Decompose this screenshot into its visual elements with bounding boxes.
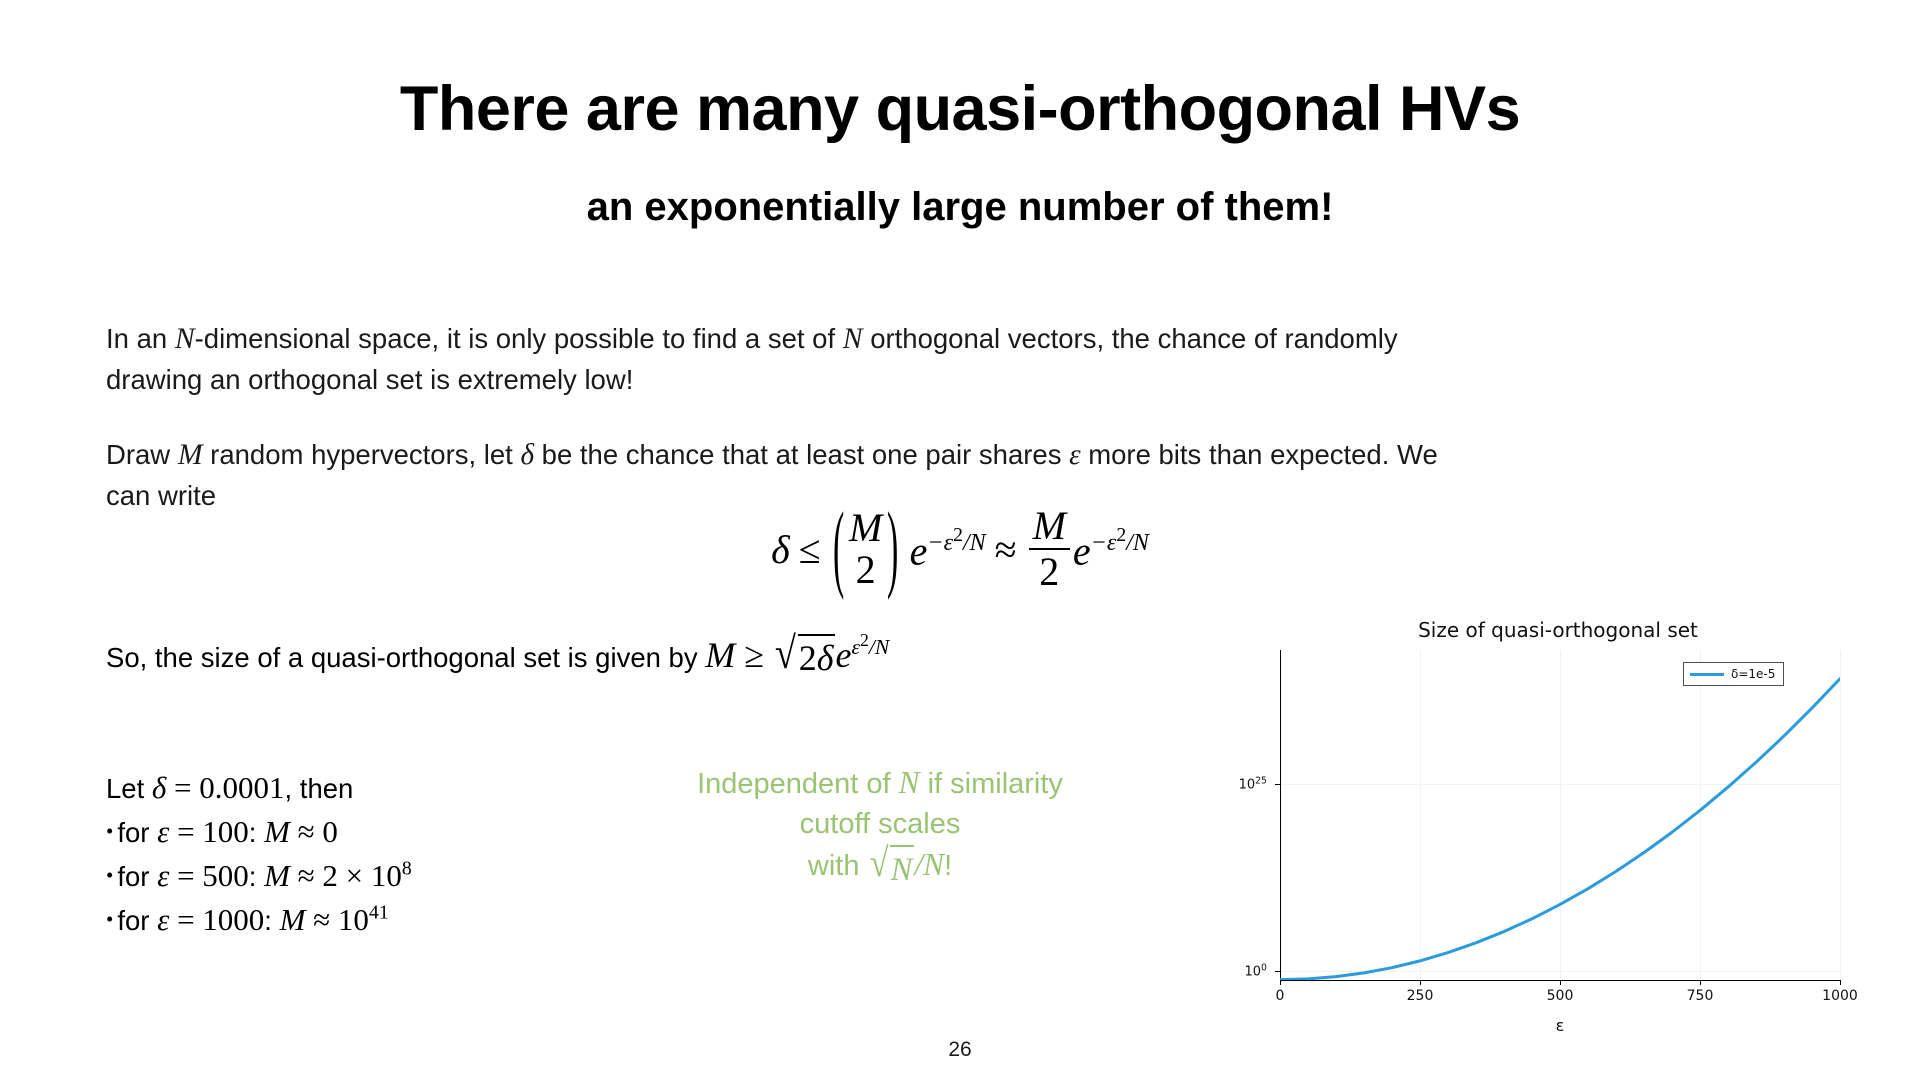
legend-color-swatch	[1690, 672, 1724, 676]
paragraph-2-part-d: more bits than expected. We can write	[106, 439, 1438, 512]
conclusion-line: So, the size of a quasi-orthogonal set i…	[106, 630, 889, 679]
green-annotation-line-3: with √ N/N!	[630, 840, 1130, 892]
equation-approx: ≈	[994, 526, 1017, 572]
radical-sign: √	[774, 628, 796, 679]
conclusion-e: e	[835, 635, 852, 676]
chart-x-tick-label: 1000	[1822, 988, 1858, 1004]
list-item: • for ε = 100: M ≈ 0	[106, 814, 338, 850]
equation-exponent-1: −ε2/N	[927, 523, 986, 556]
radical-sign: √	[869, 840, 889, 886]
paragraph-2-var-delta: δ	[520, 439, 535, 471]
chart-x-tick	[1280, 980, 1281, 985]
binomial-top: M	[849, 504, 883, 550]
let-value: 0.0001	[199, 770, 285, 805]
chart-x-tick	[1560, 980, 1561, 985]
chart-gridline-vertical	[1420, 650, 1421, 980]
chart-gridline-horizontal	[1280, 784, 1840, 786]
paragraph-2-var-epsilon: ε	[1069, 439, 1081, 471]
equation-fraction: M 2	[1028, 503, 1070, 594]
equation-paren-close: )	[887, 490, 899, 601]
fraction-numerator: M	[1032, 503, 1066, 548]
sqrt-expression: √ 2δ	[773, 628, 836, 679]
green-annotation-line-2: cutoff scales	[799, 807, 961, 840]
chart-x-tick	[1420, 980, 1421, 985]
paragraph-2: Draw M random hypervectors, let δ be the…	[106, 434, 1471, 515]
paragraph-2-part-a: Draw	[106, 439, 178, 470]
paragraph-1-part-b: -dimensional space, it is only possible …	[194, 323, 843, 354]
chart-y-axis	[1280, 650, 1281, 980]
chart-x-tick-label: 0	[1275, 988, 1285, 1004]
chart-y-tick	[1275, 784, 1280, 786]
green-annotation: Independent of N if similarity cutoff sc…	[630, 762, 1130, 892]
chart-x-tick-label: 250	[1406, 988, 1434, 1004]
chart-legend: δ=1e-5	[1683, 662, 1785, 686]
paragraph-1-var-n1: N	[174, 323, 195, 355]
equation-exp-base-1: e−ε2/N	[909, 523, 986, 574]
chart-x-tick	[1700, 980, 1701, 985]
chart-gridline-vertical	[1700, 650, 1701, 980]
list-item: • for ε = 1000: M ≈ 1041	[106, 901, 389, 938]
paragraph-1-var-n2: N	[842, 323, 863, 355]
green-sqrt: √ N	[868, 840, 915, 892]
equation-binomial: M 2	[849, 504, 883, 592]
chart-x-tick-label: 500	[1546, 988, 1574, 1004]
let-equals: =	[166, 770, 200, 805]
bullet-icon: •	[106, 907, 114, 932]
page-number: 26	[948, 1038, 972, 1061]
conclusion-m: M	[705, 635, 736, 676]
chart-x-tick-label: 750	[1686, 988, 1714, 1004]
legend-label: δ=1e-5	[1731, 667, 1776, 681]
bullet-icon: •	[106, 863, 114, 888]
let-delta: δ	[151, 770, 167, 805]
chart-x-tick	[1840, 980, 1841, 985]
equation-leq: ≤	[798, 526, 821, 572]
paragraph-1: In an N-dimensional space, it is only po…	[106, 318, 1471, 399]
list-item: • for ε = 500: M ≈ 2 × 108	[106, 857, 412, 894]
conclusion-equation: M ≥ √ 2δ eε2/N	[705, 630, 890, 678]
chart-gridline-vertical	[1840, 650, 1841, 980]
equation-exp-base-2: e−ε2/N	[1072, 523, 1149, 574]
fraction-denominator: 2	[1039, 549, 1060, 594]
equation-exponent-2: −ε2/N	[1090, 523, 1149, 556]
paragraph-2-part-c: be the chance that at least one pair sha…	[534, 439, 1070, 470]
conclusion-exponent: ε2/N	[851, 630, 890, 660]
green-annotation-line-1: Independent of N if similarity	[697, 765, 1063, 800]
equation-paren-open: (	[832, 490, 845, 601]
chart-title: Size of quasi-orthogonal set	[1418, 618, 1698, 642]
conclusion-text: So, the size of a quasi-orthogonal set i…	[106, 642, 706, 674]
let-then: , then	[284, 773, 354, 804]
chart-y-tick	[1275, 971, 1280, 973]
paragraph-2-part-b: random hypervectors, let	[202, 439, 521, 470]
binomial-bottom: 2	[855, 547, 876, 592]
let-word: Let	[106, 773, 152, 804]
chart-y-tick-label: 1025	[1238, 775, 1267, 794]
page-title: There are many quasi-orthogonal HVs	[399, 74, 1521, 144]
chart-series-line	[1280, 677, 1840, 980]
bullet-icon: •	[106, 819, 114, 844]
conclusion-geq: ≥	[744, 635, 765, 676]
examples-block: Let δ = 0.0001, then • for ε = 100: M ≈ 0…	[106, 766, 412, 942]
paragraph-2-var-m: M	[177, 439, 203, 471]
chart-x-axis-label: ε	[1555, 1016, 1565, 1035]
chart-container: Size of quasi-orthogonal set 0 250 500 750 1…	[1228, 618, 1888, 1068]
chart-gridline-vertical	[1560, 650, 1561, 980]
let-line: Let δ = 0.0001, then	[106, 766, 412, 810]
equation-delta: δ	[771, 526, 790, 572]
display-equation: δ ≤ ( M 2 ) e−ε2/N ≈ M 2 e−ε2/N	[0, 497, 1920, 595]
chart-gridline-horizontal	[1280, 971, 1840, 973]
fraction-bar	[1028, 548, 1070, 550]
page-subtitle: an exponentially large number of them!	[586, 185, 1334, 229]
paragraph-1-part-a: In an	[106, 323, 175, 354]
radicand: 2δ	[797, 634, 836, 679]
paragraph-1-part-c: orthogonal vectors, the chance of random…	[106, 323, 1398, 396]
chart-y-tick-label: 100	[1244, 962, 1268, 980]
